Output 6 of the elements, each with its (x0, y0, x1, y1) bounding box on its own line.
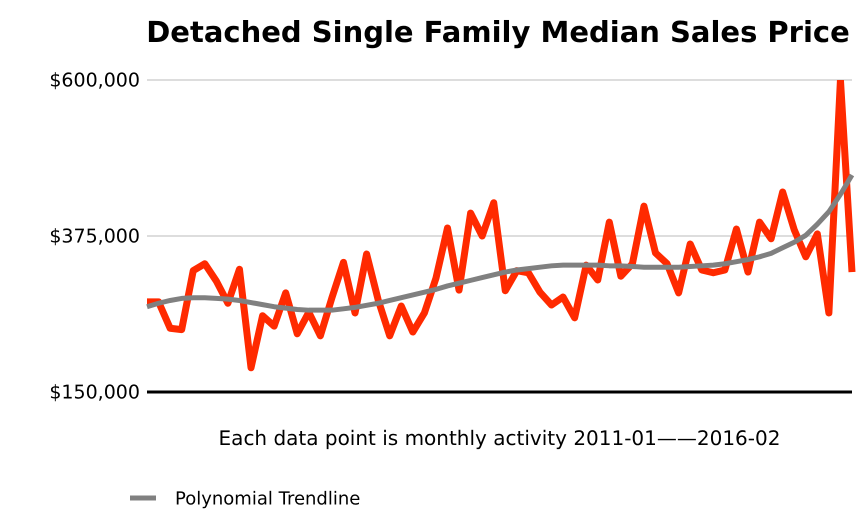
y-tick-label: $375,000 (49, 226, 140, 248)
x-axis-title: Each data point is monthly activity 2011-01——2016-02 (218, 426, 780, 450)
y-tick-label: $150,000 (49, 382, 140, 404)
legend-label: Polynomial Trendline (175, 488, 360, 510)
y-tick-label: $600,000 (49, 70, 140, 92)
chart-title: Detached Single Family Median Sales Price (146, 15, 850, 49)
